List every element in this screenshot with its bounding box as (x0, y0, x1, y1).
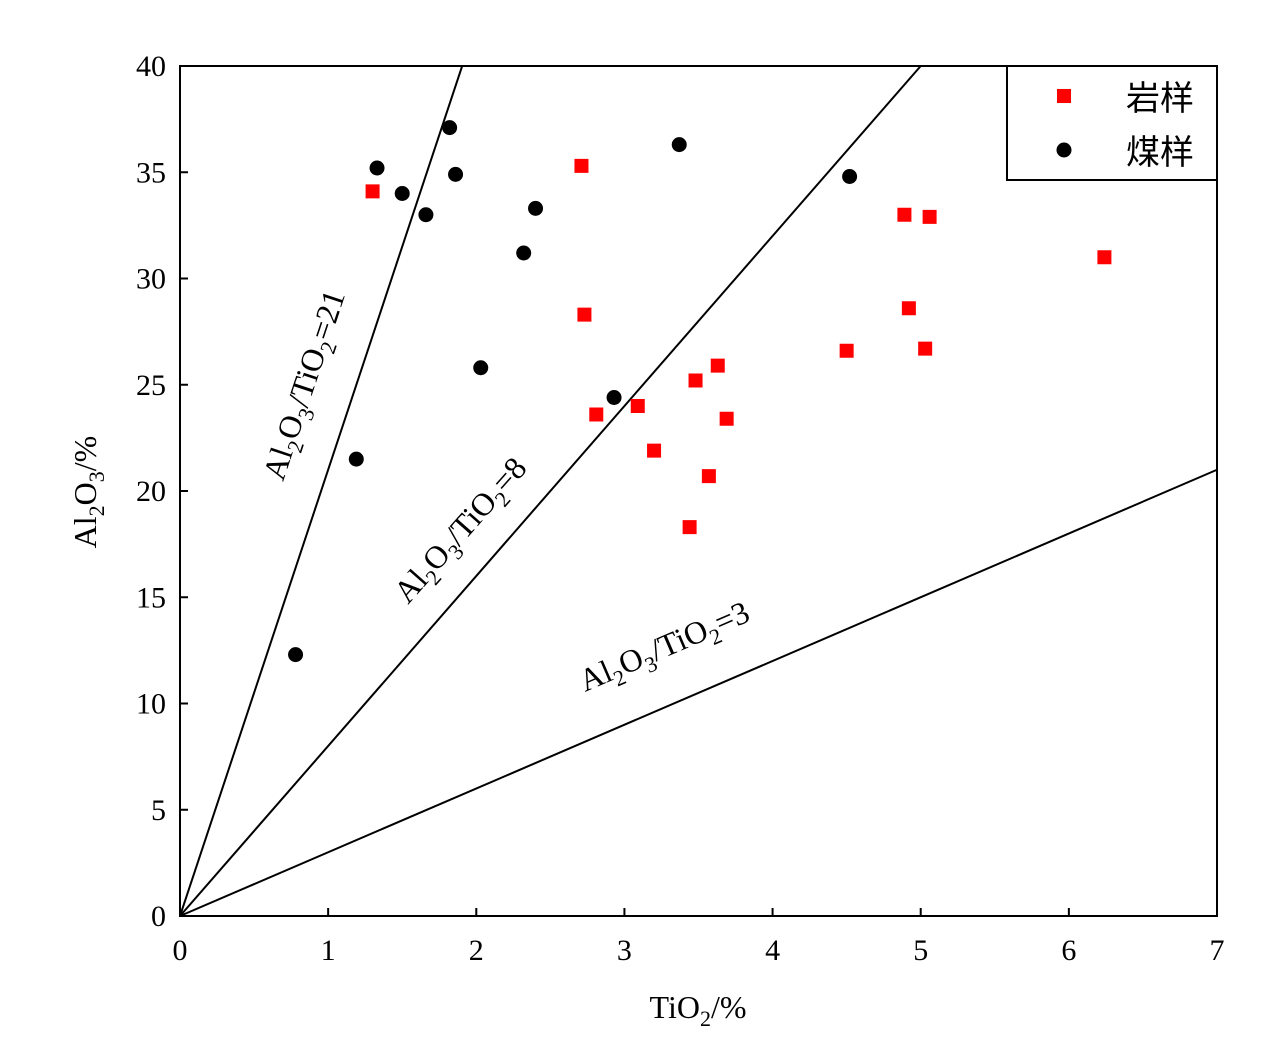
data-point-rock (839, 343, 854, 358)
y-axis-label: Al2O3/% (67, 436, 109, 549)
x-tick-label: 3 (617, 934, 632, 967)
data-point-coal (288, 647, 304, 663)
legend: 岩样 煤样 (1006, 65, 1218, 181)
legend-label-coal: 煤样 (1126, 133, 1194, 173)
data-point-rock (897, 207, 912, 222)
x-tick-label: 6 (1061, 934, 1076, 967)
legend-marker-rock (1057, 89, 1071, 103)
data-point-rock (922, 209, 937, 224)
data-point-rock (701, 469, 716, 484)
ratio-21-label: Al2O3/TiO2=21 (255, 285, 357, 486)
data-point-rock (630, 399, 645, 413)
data-point-coal (369, 160, 385, 176)
x-axis-label: TiO2/% (650, 989, 747, 1031)
data-point-rock (365, 184, 380, 199)
data-point-coal (671, 137, 687, 153)
data-point-coal (516, 245, 532, 261)
y-tick-label: 30 (136, 263, 166, 296)
y-tick-label: 25 (136, 369, 166, 402)
data-point-rock (647, 443, 662, 458)
x-axis: 0 1 2 3 4 5 6 7 (173, 908, 1225, 967)
legend-marker-coal (1056, 142, 1072, 158)
x-tick-label: 2 (469, 934, 484, 967)
data-point-coal (442, 120, 458, 136)
data-point-coal (528, 200, 544, 216)
legend-box (1006, 65, 1218, 181)
data-point-coal (606, 390, 622, 405)
x-tick-label: 4 (765, 934, 780, 967)
y-tick-label: 40 (136, 50, 166, 83)
y-axis: 0 5 10 15 20 25 30 35 40 (136, 50, 188, 933)
y-tick-label: 15 (136, 581, 166, 614)
reference-line-ratio-8 (179, 65, 922, 917)
data-point-rock (688, 373, 703, 388)
plot-frame (179, 65, 1218, 917)
data-point-coal (842, 169, 858, 184)
data-point-rock (577, 307, 592, 322)
data-point-coal (394, 186, 410, 201)
y-tick-label: 10 (136, 688, 166, 721)
reference-line-ratio-21 (179, 65, 464, 917)
legend-label-rock: 岩样 (1126, 79, 1194, 119)
y-tick-label: 5 (151, 794, 166, 827)
ratio-3-label: Al2O3/TiO2=3 (574, 594, 757, 704)
data-points (288, 120, 1112, 663)
reference-line-labels: Al2O3/TiO2=21 Al2O3/TiO2=8 Al2O3/TiO2=3 (255, 285, 757, 704)
data-point-rock (574, 158, 589, 173)
y-tick-label: 35 (136, 156, 166, 189)
data-point-coal (418, 207, 434, 223)
data-point-coal (348, 451, 364, 467)
data-point-rock (710, 358, 725, 373)
x-tick-label: 5 (913, 934, 928, 967)
x-tick-label: 7 (1210, 934, 1225, 967)
data-point-rock (719, 411, 734, 426)
y-tick-label: 0 (151, 900, 166, 933)
data-point-coal (473, 360, 489, 376)
reference-lines (179, 65, 1218, 917)
x-tick-label: 0 (173, 934, 188, 967)
data-point-rock (1097, 250, 1112, 265)
data-point-coal (448, 166, 464, 182)
data-point-rock (589, 407, 604, 422)
x-tick-label: 1 (321, 934, 336, 967)
data-point-rock (682, 520, 697, 535)
data-point-rock (901, 301, 916, 316)
data-point-rock (918, 341, 933, 356)
reference-line-ratio-3 (179, 468, 1218, 917)
y-tick-label: 20 (136, 475, 166, 508)
